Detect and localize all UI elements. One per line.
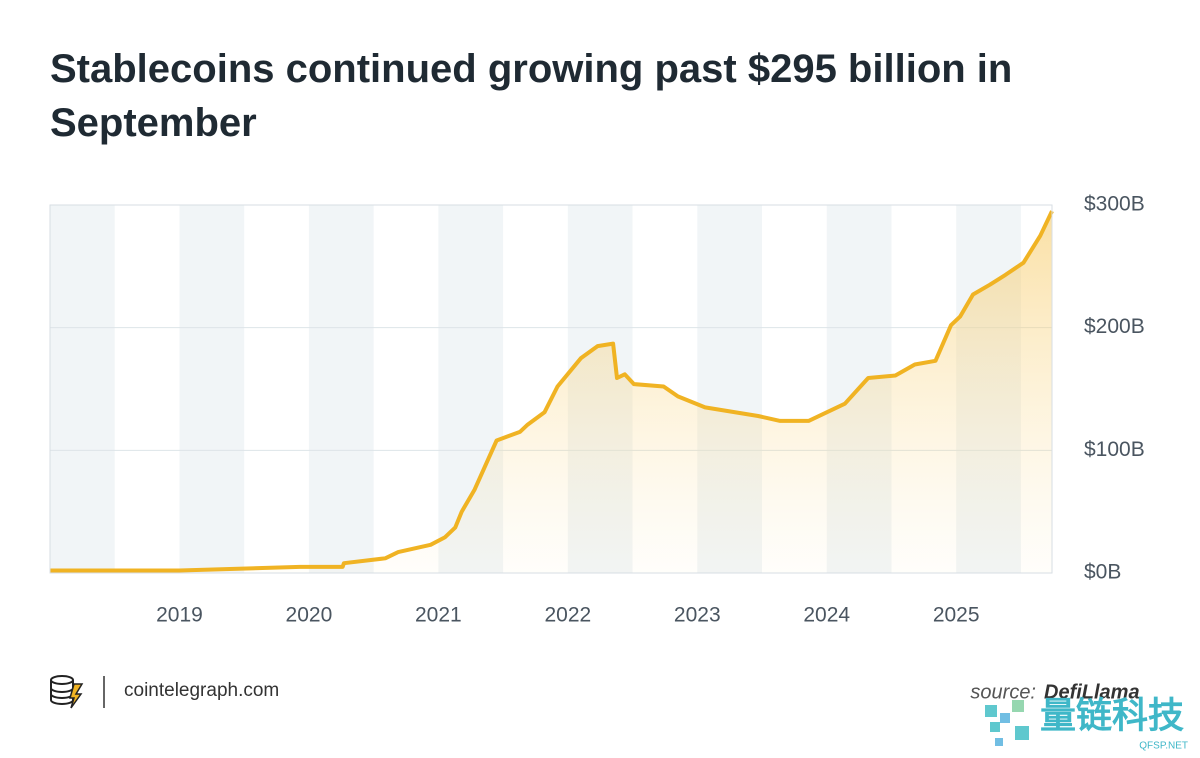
x-tick-label: 2022 bbox=[544, 604, 591, 627]
source: DefiLlama bbox=[1044, 681, 1140, 703]
year-band bbox=[308, 205, 374, 573]
x-tick-label: 2023 bbox=[674, 604, 721, 627]
watermark-icon bbox=[985, 700, 1029, 746]
x-tick-label: 2025 bbox=[933, 604, 980, 627]
watermark-sub: QFSP.NET bbox=[1139, 741, 1188, 752]
watermark: 量链科技 bbox=[1040, 695, 1184, 736]
plot-frame bbox=[49, 204, 1053, 574]
y-tick-label: $0B bbox=[1084, 561, 1121, 584]
area bbox=[50, 211, 1052, 573]
y-tick-label: $100B bbox=[1084, 438, 1145, 461]
x-tick-label: 2019 bbox=[156, 604, 203, 627]
source-label: source: bbox=[970, 681, 1036, 703]
line bbox=[50, 210, 1054, 573]
year-band bbox=[179, 205, 245, 573]
logo bbox=[50, 675, 84, 709]
y-tick-label: $300B bbox=[1084, 193, 1145, 216]
chart-title: Stablecoins continued growing past $295 … bbox=[50, 47, 1013, 145]
y-tick-label: $200B bbox=[1084, 315, 1145, 338]
year-band bbox=[50, 205, 115, 573]
x-tick-label: 2021 bbox=[415, 604, 462, 627]
x-tick-label: 2020 bbox=[286, 604, 333, 627]
x-tick-label: 2024 bbox=[803, 604, 850, 627]
site: cointelegraph.com bbox=[124, 680, 279, 701]
